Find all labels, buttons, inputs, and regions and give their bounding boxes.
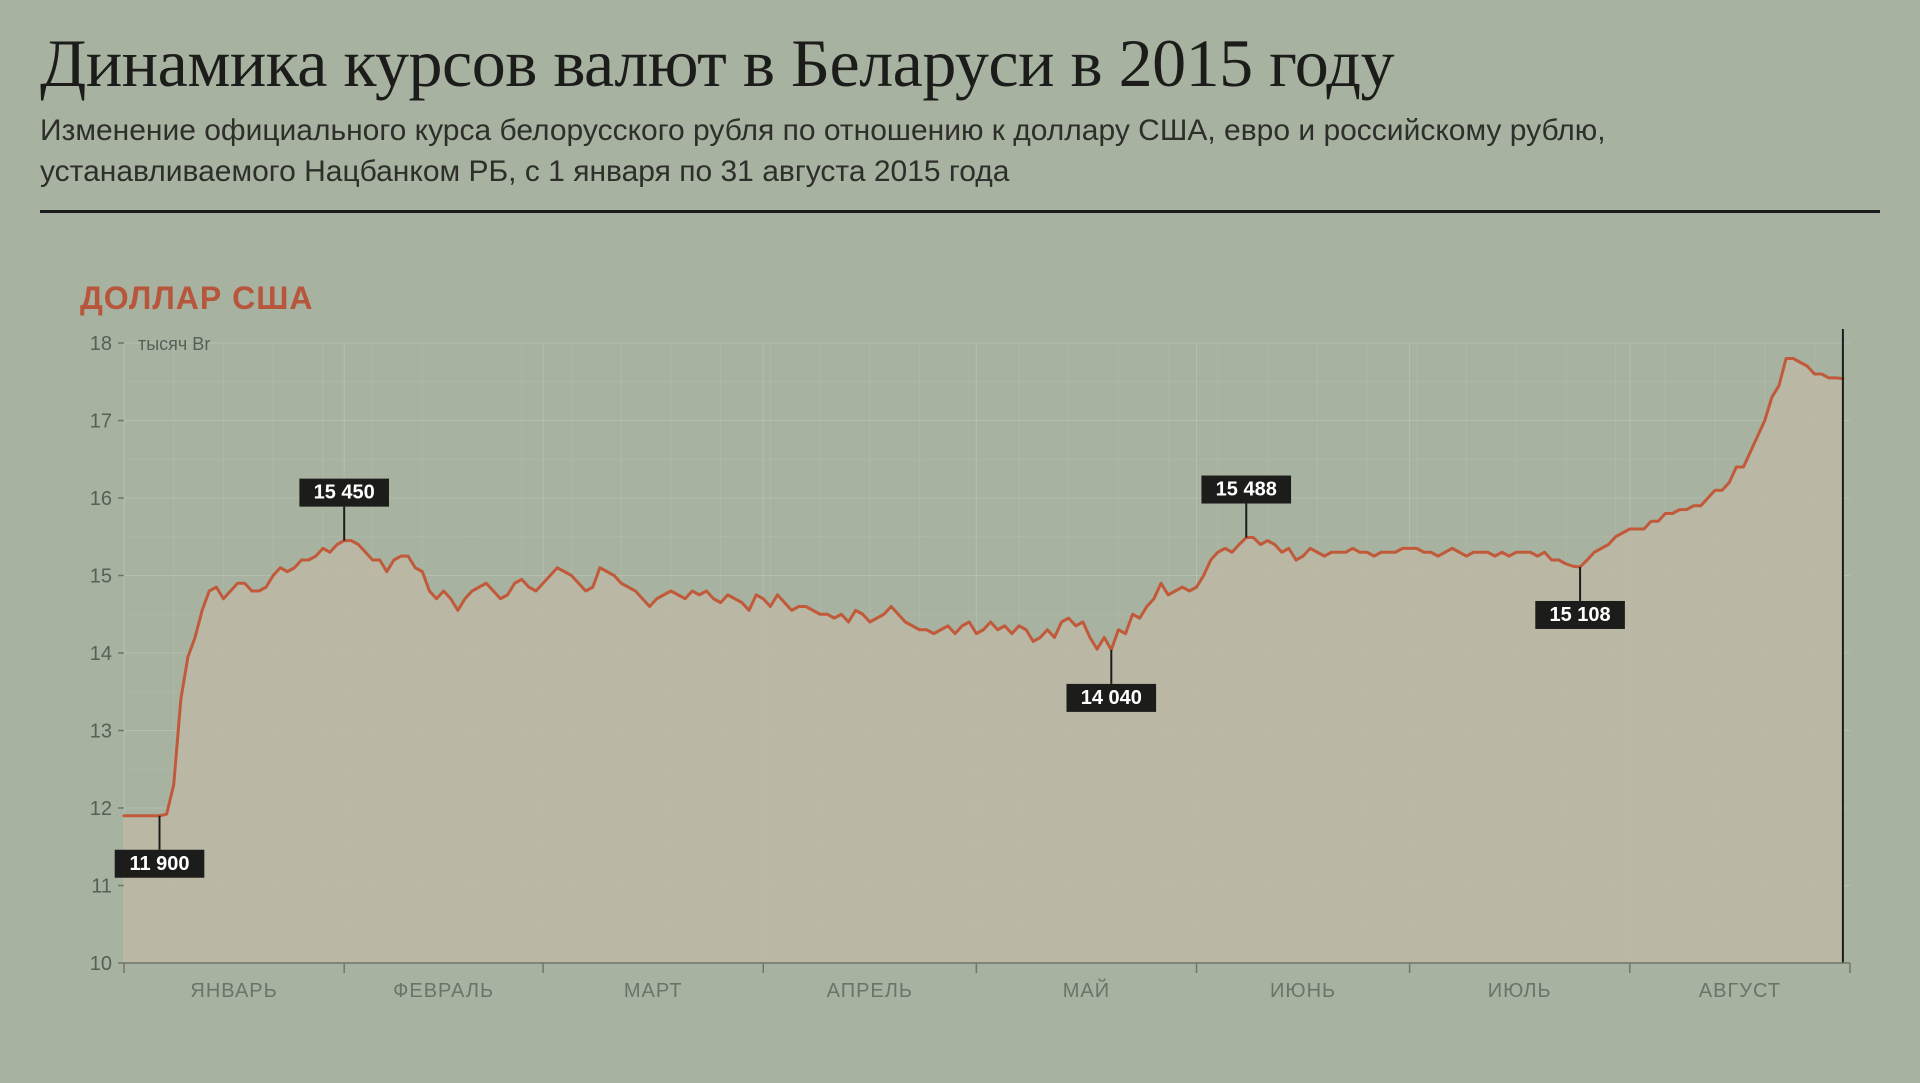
svg-text:17: 17: [90, 411, 112, 433]
svg-text:ИЮЛЬ: ИЮЛЬ: [1488, 980, 1552, 1002]
svg-text:15 488: 15 488: [1216, 479, 1277, 501]
chart-plot: 10 11 12 13 14 15 16 17 18 тысяч Br ЯНВАРЬ ФЕВРАЛЬ М…: [80, 323, 1860, 1023]
page-subtitle: Изменение официального курса белорусског…: [40, 111, 1800, 192]
svg-text:ИЮНЬ: ИЮНЬ: [1270, 980, 1336, 1002]
svg-text:16: 16: [90, 488, 112, 510]
svg-text:15 450: 15 450: [314, 482, 375, 504]
svg-text:АВГУСТ: АВГУСТ: [1699, 980, 1781, 1002]
page-root: Динамика курсов валют в Беларуси в 2015 …: [0, 0, 1920, 1083]
chart-svg: 10 11 12 13 14 15 16 17 18 тысяч Br ЯНВАРЬ ФЕВРАЛЬ М…: [80, 323, 1860, 1023]
svg-text:АПРЕЛЬ: АПРЕЛЬ: [827, 980, 913, 1002]
svg-text:ФЕВРАЛЬ: ФЕВРАЛЬ: [393, 980, 494, 1002]
svg-text:14 040: 14 040: [1081, 687, 1142, 709]
svg-text:11: 11: [91, 876, 112, 898]
svg-text:15 108: 15 108: [1550, 604, 1611, 626]
svg-text:13: 13: [90, 721, 112, 743]
svg-text:14: 14: [90, 643, 112, 665]
header: Динамика курсов валют в Беларуси в 2015 …: [40, 24, 1880, 213]
svg-text:12: 12: [90, 798, 112, 820]
svg-text:тысяч Br: тысяч Br: [138, 334, 210, 354]
series-label: ДОЛЛАР США: [80, 280, 1860, 317]
svg-text:11 900: 11 900: [129, 853, 189, 875]
svg-text:ЯНВАРЬ: ЯНВАРЬ: [190, 980, 277, 1002]
svg-text:18: 18: [90, 333, 112, 355]
svg-text:15: 15: [90, 566, 112, 588]
svg-text:10: 10: [90, 953, 112, 975]
chart-container: ДОЛЛАР США 10 11 12 13 14 15 16 17 18 тысяч Br ЯНВ…: [80, 280, 1860, 1040]
svg-text:МАРТ: МАРТ: [624, 980, 683, 1002]
svg-text:МАЙ: МАЙ: [1063, 978, 1110, 1002]
page-title: Динамика курсов валют в Беларуси в 2015 …: [40, 24, 1880, 103]
header-rule: [40, 210, 1880, 213]
